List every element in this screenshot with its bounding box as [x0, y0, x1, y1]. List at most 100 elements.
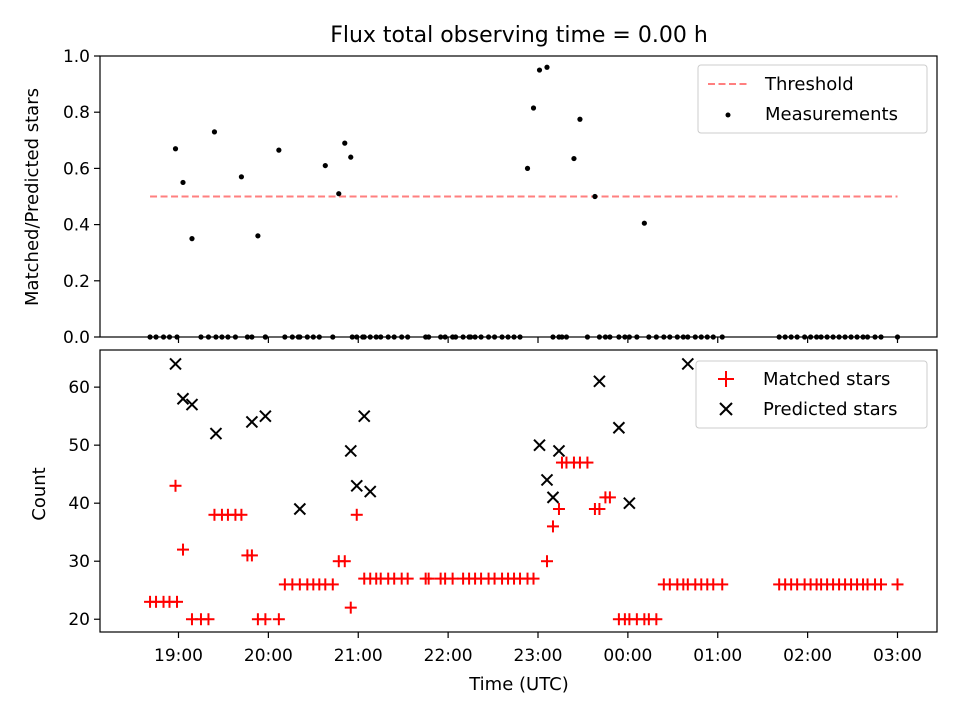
matched-point: [603, 491, 616, 504]
measurement-point: [530, 105, 537, 111]
measurement-point: [426, 334, 432, 340]
measurement-point: [360, 334, 366, 340]
threshold-legend-label: Threshold: [764, 74, 854, 95]
matched-legend-swatch: [718, 371, 734, 387]
measurement-point: [322, 162, 328, 169]
measurement-point: [692, 334, 698, 340]
measurement-point: [262, 334, 268, 340]
measurements-legend-swatch: [725, 112, 731, 118]
measurement-point: [385, 334, 391, 340]
measurement-point: [232, 334, 239, 340]
measurement-point: [836, 334, 842, 340]
predicted-legend-label: Predicted stars: [763, 399, 897, 420]
measurement-point: [153, 334, 159, 340]
measurement-point: [616, 334, 622, 340]
matched-legend-label: Matched stars: [763, 369, 890, 390]
measurements-legend-label: Measurements: [765, 104, 898, 125]
measurement-point: [238, 174, 245, 180]
matched-point: [716, 578, 729, 591]
measurement-point: [607, 334, 613, 340]
measurement-point: [330, 334, 336, 340]
bottom-x-tick-label: 01:00: [693, 646, 742, 666]
bottom-y-tick-label: 20: [68, 610, 90, 630]
measurement-point: [174, 334, 180, 340]
measurement-point: [680, 334, 686, 340]
measurement-point: [405, 334, 411, 340]
measurement-point: [453, 334, 459, 340]
bottom-x-tick-label: 02:00: [783, 646, 832, 666]
matched-point: [259, 613, 272, 626]
measurement-point: [348, 154, 354, 160]
measurement-point: [517, 334, 523, 340]
measurement-point: [563, 334, 570, 340]
predicted-point: [593, 375, 606, 388]
measurement-point: [685, 334, 691, 340]
measurement-point: [808, 334, 814, 340]
matched-point: [171, 595, 184, 608]
measurement-point: [378, 334, 384, 340]
measurement-point: [289, 334, 295, 340]
measurement-point: [719, 334, 725, 340]
measurement-point: [667, 334, 673, 340]
predicted-point: [350, 479, 363, 492]
predicted-point: [293, 502, 307, 516]
measurement-point: [794, 334, 800, 340]
bottom-x-tick-label: 23:00: [514, 646, 563, 666]
matched-point: [422, 572, 435, 585]
measurement-point: [225, 334, 231, 340]
top-y-tick-label: 0.6: [63, 159, 90, 179]
measurement-point: [544, 64, 550, 70]
measurement-point: [511, 334, 517, 340]
measurement-point: [536, 67, 543, 73]
bottom-plot-area: [99, 349, 938, 633]
matched-point: [235, 508, 248, 521]
measurement-point: [349, 334, 355, 340]
measurement-point: [180, 179, 186, 186]
matched-point: [350, 508, 363, 521]
measurement-point: [255, 233, 261, 239]
measurement-point: [472, 334, 478, 340]
measurement-point: [559, 334, 565, 340]
top-y-tick-label: 1.0: [63, 47, 90, 67]
measurement-point: [860, 334, 866, 340]
matched-point: [169, 479, 182, 492]
measurement-point: [788, 334, 794, 340]
measurement-point: [622, 334, 628, 340]
measurement-point: [276, 147, 282, 153]
predicted-point: [533, 438, 546, 452]
matched-series: [144, 456, 904, 626]
bottom-y-tick-label: 30: [68, 552, 90, 572]
bottom-x-tick-label: 21:00: [334, 646, 383, 666]
measurement-point: [147, 334, 153, 340]
predicted-point: [358, 409, 371, 423]
measurements-series: [147, 64, 901, 340]
matched-point: [401, 572, 414, 585]
top-panel: 0.0 0.2 0.4 0.6 0.8 1.0 Matched/Predicted sta…: [22, 47, 938, 348]
matched-point: [650, 613, 663, 626]
matched-point: [344, 601, 357, 614]
measurement-point: [244, 334, 251, 340]
top-y-axis: 0.0 0.2 0.4 0.6 0.8 1.0: [63, 47, 100, 348]
x-axis-label: Time (UTC): [468, 674, 569, 695]
measurement-point: [848, 334, 854, 340]
predicted-point: [185, 398, 199, 411]
bottom-y-tick-label: 50: [68, 436, 90, 456]
measurement-point: [710, 334, 716, 340]
bottom-y-tick-label: 40: [68, 494, 90, 514]
measurement-point: [438, 334, 444, 340]
measurement-point: [602, 334, 609, 340]
matched-point: [552, 502, 565, 515]
measurement-point: [592, 193, 598, 200]
predicted-point: [540, 473, 554, 487]
bottom-y-tick-label: 60: [68, 378, 90, 398]
predicted-point: [344, 444, 357, 458]
measurement-point: [478, 334, 484, 340]
top-legend: Threshold Measurements: [697, 64, 928, 134]
measurement-point: [814, 334, 820, 340]
bottom-x-axis: 19:00 20:00 21:00 22:00 23:00 00:00 01:00 02:00…: [154, 632, 922, 666]
measurement-point: [550, 334, 556, 340]
measurement-point: [842, 334, 848, 340]
measurement-point: [391, 334, 397, 340]
top-y-tick-label: 0.0: [63, 328, 90, 348]
bottom-x-tick-label: 22:00: [424, 646, 473, 666]
